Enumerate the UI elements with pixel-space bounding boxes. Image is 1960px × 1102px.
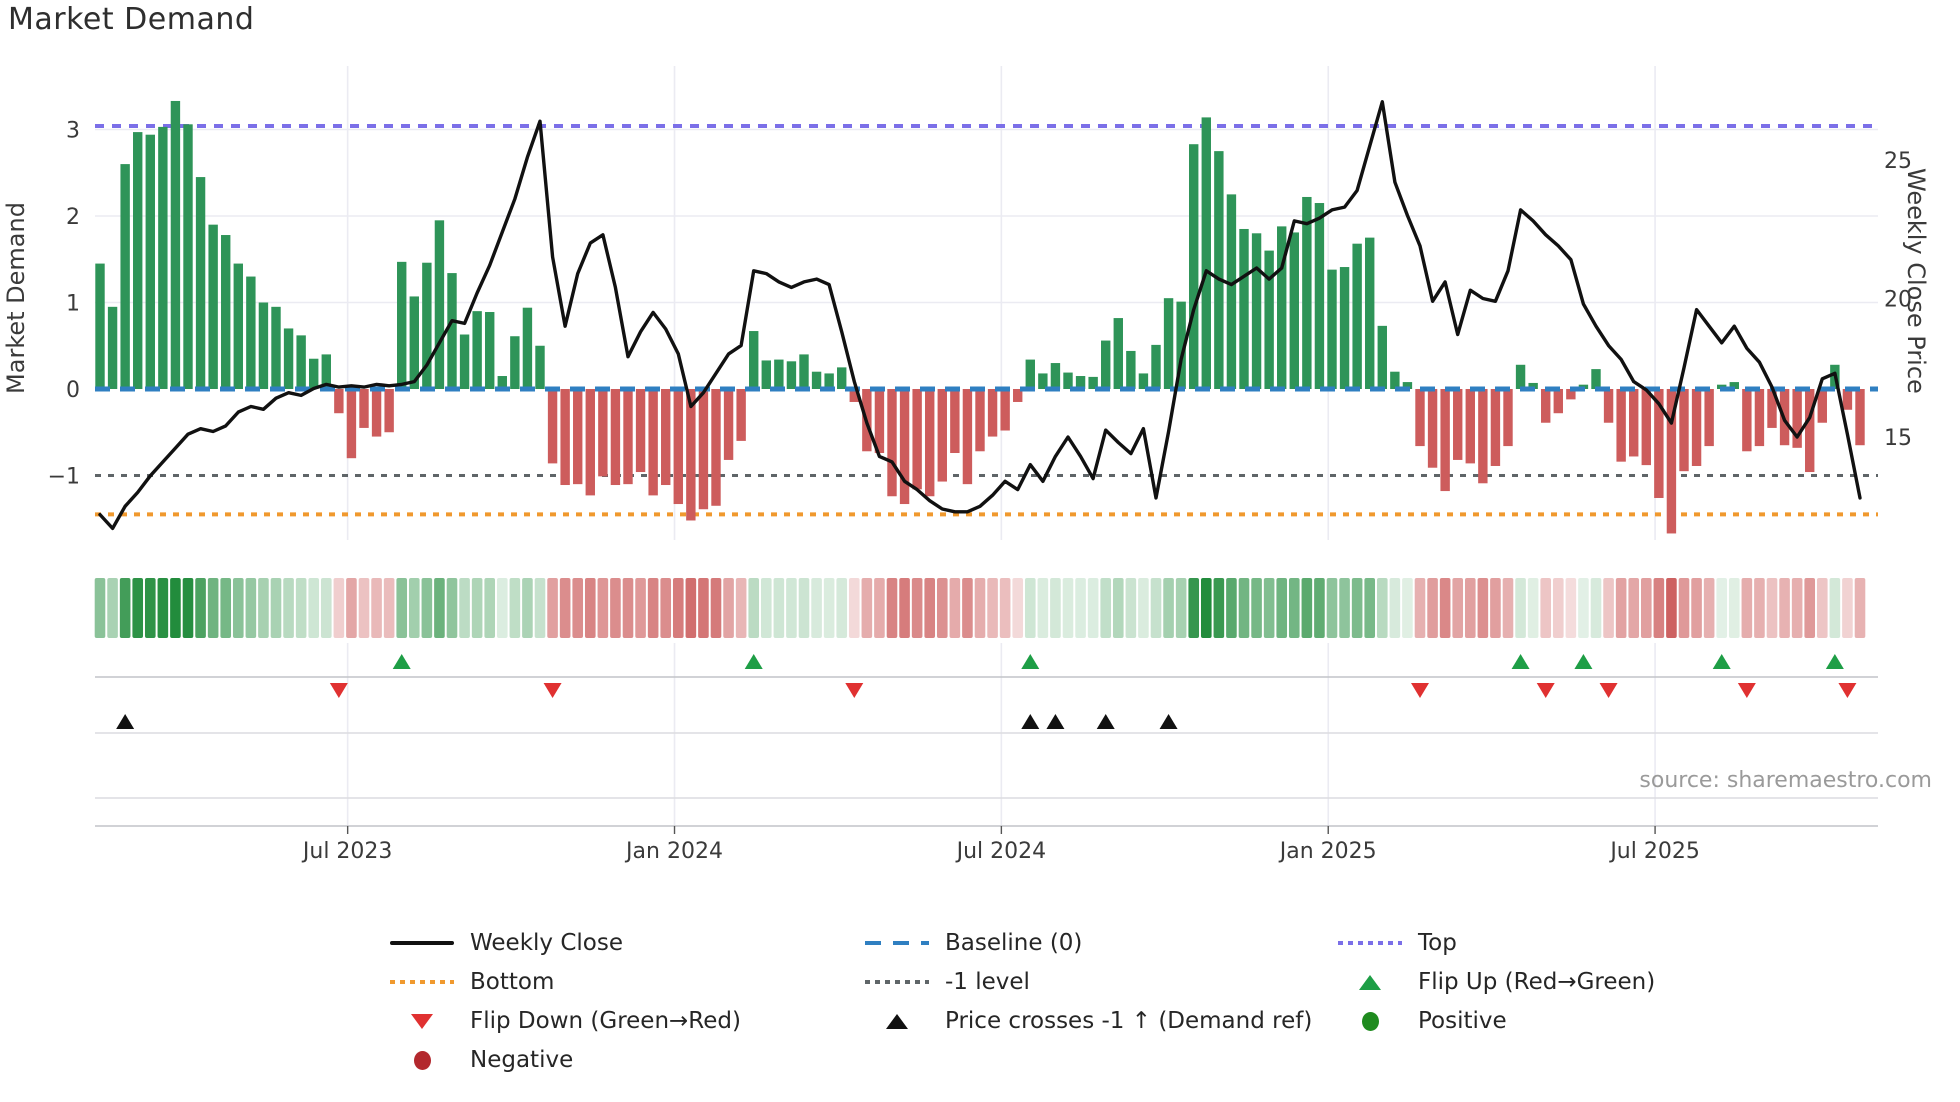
legend-item-bottom: Bottom [390, 966, 554, 998]
positive-dot-icon [1338, 1011, 1402, 1031]
demand-heatmap-strip [94, 578, 1866, 638]
gridlines [95, 66, 1878, 826]
price-cross-triangle-icon [865, 1013, 929, 1029]
legend-item-flip-up: Flip Up (Red→Green) [1338, 966, 1655, 998]
flip-up-marker-icon [1021, 654, 1040, 669]
flip-down-marker-icon [1737, 683, 1756, 698]
axis-tick-labels: 3 2 1 0 −1 25 20 15 Jul 2023 Jan 2024 Jul 2024 Jan … [48, 119, 1912, 865]
demand-bars [95, 100, 1878, 534]
negative-dot-icon [390, 1050, 454, 1070]
flip-up-triangle-icon [1338, 974, 1402, 990]
flip-up-marker-icon [1574, 654, 1593, 669]
price-cross-marker-icon [1021, 714, 1040, 729]
legend-label: Price crosses -1 ↑ (Demand ref) [945, 1008, 1313, 1034]
baseline-dash-icon [865, 941, 929, 945]
y-axis-right-title: Weekly Close Price [1902, 168, 1930, 394]
page-title: Market Demand [8, 2, 255, 37]
reference-lines [95, 124, 1878, 517]
flip-down-marker-icon [543, 683, 562, 698]
legend-item-minus1: -1 level [865, 966, 1030, 998]
price-cross-marker-icon [1096, 714, 1115, 729]
legend-item-baseline: Baseline (0) [865, 927, 1082, 959]
flip-up-marker-icon [1712, 654, 1731, 669]
legend-item-weekly-close: Weekly Close [390, 927, 623, 959]
svg-text:−1: −1 [48, 465, 80, 490]
svg-text:Jan 2024: Jan 2024 [624, 839, 723, 864]
flip-down-triangle-icon [390, 1013, 454, 1029]
legend-label: Top [1418, 930, 1457, 956]
svg-text:1: 1 [66, 292, 80, 317]
legend-item-positive: Positive [1338, 1005, 1507, 1037]
legend-item-price-cross: Price crosses -1 ↑ (Demand ref) [865, 1005, 1312, 1037]
flip-up-marker-icon [392, 654, 411, 669]
minus1-dotted-icon [865, 980, 929, 984]
legend-label: Positive [1418, 1008, 1507, 1034]
price-cross-marker-icon [1046, 714, 1065, 729]
flip-down-marker-icon [329, 683, 348, 698]
svg-text:Jul 2024: Jul 2024 [955, 839, 1047, 864]
legend-label: Flip Up (Red→Green) [1418, 969, 1656, 995]
legend-label: Negative [470, 1047, 574, 1073]
svg-text:2: 2 [66, 205, 80, 230]
svg-text:3: 3 [66, 119, 80, 144]
source-attribution: source: sharemaestro.com [1639, 768, 1932, 793]
legend-label: Bottom [470, 969, 555, 995]
price-cross-marker-icon [116, 714, 135, 729]
legend-item-flip-down: Flip Down (Green→Red) [390, 1005, 741, 1037]
flip-up-marker-icon [1825, 654, 1844, 669]
svg-text:20: 20 [1884, 288, 1912, 313]
price-cross-marker-icon [1159, 714, 1178, 729]
top-dotted-icon [1338, 941, 1402, 945]
flip-down-marker-icon [1536, 683, 1555, 698]
legend-label: Flip Down (Green→Red) [470, 1008, 741, 1034]
svg-text:Jul 2025: Jul 2025 [1608, 839, 1700, 864]
legend-label: Weekly Close [470, 930, 623, 956]
weekly-close-line [98, 100, 1862, 531]
flip-up-marker-icon [744, 654, 763, 669]
flip-down-marker-icon [845, 683, 864, 698]
svg-text:0: 0 [66, 378, 80, 403]
weekly-close-line-icon [390, 941, 454, 945]
flip-down-marker-icon [1411, 683, 1429, 698]
svg-text:25: 25 [1884, 149, 1912, 174]
flip-down-marker-icon [1838, 683, 1857, 698]
svg-text:15: 15 [1884, 426, 1912, 451]
legend-label: -1 level [945, 969, 1030, 995]
legend-label: Baseline (0) [945, 930, 1083, 956]
flip-down-marker-icon [1599, 683, 1618, 698]
svg-text:Jul 2023: Jul 2023 [301, 839, 393, 864]
bottom-dotted-icon [390, 980, 454, 984]
legend-item-negative: Negative [390, 1044, 573, 1076]
svg-text:Jan 2025: Jan 2025 [1278, 839, 1377, 864]
signal-marker-panel [95, 654, 1878, 827]
flip-up-marker-icon [1511, 654, 1530, 669]
legend-item-top: Top [1338, 927, 1457, 959]
